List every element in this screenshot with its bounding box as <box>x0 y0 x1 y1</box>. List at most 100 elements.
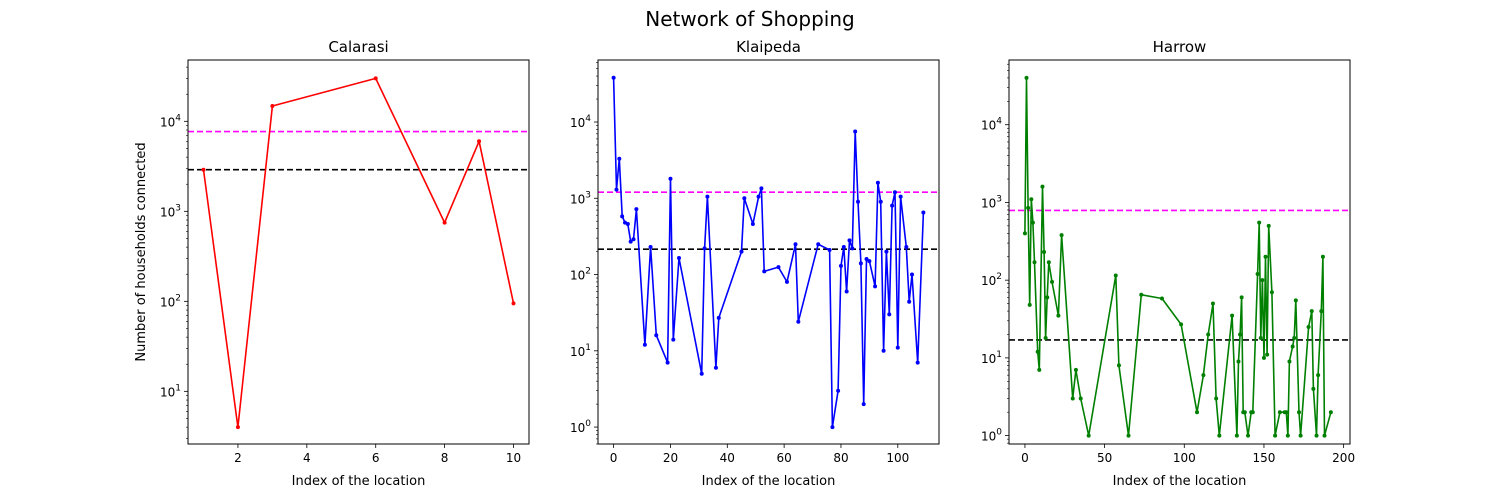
subplot-title: Klaipeda <box>736 38 801 56</box>
data-point <box>1073 367 1078 372</box>
figure-title: Network of Shopping <box>645 7 854 31</box>
axes-frame <box>597 59 940 445</box>
data-point <box>884 249 889 254</box>
data-point <box>705 194 710 199</box>
data-point <box>830 425 835 430</box>
y-tick-label: 102 <box>570 267 591 283</box>
x-tick-label: 4 <box>303 451 311 465</box>
axes-frame <box>187 59 530 445</box>
data-point <box>1309 309 1314 314</box>
data-point <box>1261 355 1266 360</box>
y-tick-label: 101 <box>981 350 1002 366</box>
data-point <box>1293 298 1298 303</box>
data-point <box>853 129 858 134</box>
data-point <box>1042 250 1047 255</box>
data-point <box>841 244 846 249</box>
data-point <box>892 190 897 195</box>
data-point <box>858 261 863 266</box>
y-tick-label: 104 <box>160 113 181 129</box>
data-point <box>235 425 240 430</box>
data-point <box>847 238 852 243</box>
data-point <box>1070 396 1075 401</box>
data-point <box>634 207 639 212</box>
data-point <box>776 265 781 270</box>
data-point <box>904 244 909 249</box>
x-tick-label: 20 <box>663 451 678 465</box>
x-tick-label: 40 <box>720 451 735 465</box>
y-tick-label: 101 <box>160 383 181 399</box>
data-point <box>838 263 843 268</box>
x-axis-label: Index of the location <box>292 474 426 489</box>
data-point <box>816 242 821 247</box>
data-point <box>648 244 653 249</box>
data-point <box>1195 410 1200 415</box>
subplot-2: 0 20 40 60 80 100 100 101 102 103 104 Klaipeda Index… <box>570 38 940 489</box>
data-point <box>699 371 704 376</box>
data-point <box>716 315 721 320</box>
data-point <box>442 220 447 225</box>
data-point <box>1242 410 1247 415</box>
data-point <box>875 180 880 185</box>
data-point <box>1277 410 1282 415</box>
series-line <box>1024 77 1332 437</box>
y-tick-label: 104 <box>981 117 1002 133</box>
data-point <box>867 259 872 264</box>
data-point <box>1056 313 1061 318</box>
data-point <box>642 342 647 347</box>
data-point <box>1043 336 1048 341</box>
subplot-3: 0 50 100 150 200 100 101 102 103 104 Harrow Index o… <box>981 38 1355 489</box>
subplot-1: 2 4 6 8 10 101 102 103 104 Calarasi Index of the l… <box>134 38 530 489</box>
data-point <box>836 388 841 393</box>
data-point <box>1287 359 1292 364</box>
data-point <box>1027 302 1032 307</box>
data-point <box>1328 410 1333 415</box>
data-point <box>1217 433 1222 438</box>
x-tick-label: 100 <box>1173 451 1196 465</box>
data-point <box>1238 332 1243 337</box>
data-point <box>793 242 798 247</box>
data-point <box>665 360 670 365</box>
data-point <box>1322 433 1327 438</box>
data-point <box>1201 373 1206 378</box>
data-point <box>1126 433 1131 438</box>
data-point <box>873 284 878 289</box>
data-point <box>1258 336 1263 341</box>
data-point <box>844 289 849 294</box>
data-point <box>1236 359 1241 364</box>
x-tick-label: 100 <box>886 451 909 465</box>
data-point <box>881 348 886 353</box>
data-point <box>1024 75 1029 80</box>
data-point <box>1029 197 1034 202</box>
subplot-title: Calarasi <box>328 38 388 56</box>
data-point <box>1290 344 1295 349</box>
data-point <box>1265 352 1270 357</box>
data-point <box>756 194 761 199</box>
data-point <box>1297 410 1302 415</box>
data-point <box>625 221 630 226</box>
data-point <box>910 272 915 277</box>
data-point <box>878 199 883 204</box>
data-point <box>1319 309 1324 314</box>
x-tick-label: 8 <box>441 451 449 465</box>
data-point <box>1113 273 1118 278</box>
data-point <box>1022 231 1027 236</box>
data-point <box>1050 279 1055 284</box>
data-point <box>1046 260 1051 265</box>
data-point <box>739 249 744 254</box>
x-tick-label: 10 <box>506 451 521 465</box>
data-point <box>1230 313 1235 318</box>
data-point <box>1179 322 1184 327</box>
data-point <box>784 279 789 284</box>
data-point <box>796 319 801 324</box>
x-tick-label: 6 <box>372 451 380 465</box>
data-point <box>1086 433 1091 438</box>
data-point <box>1035 349 1040 354</box>
axes-frame <box>1008 59 1351 445</box>
y-tick-label: 103 <box>570 190 591 206</box>
data-point <box>702 246 707 251</box>
y-tick-label: 100 <box>570 419 591 435</box>
data-point <box>898 194 903 199</box>
subplot-title: Harrow <box>1153 38 1207 56</box>
data-point <box>1257 220 1262 225</box>
data-point <box>856 199 861 204</box>
